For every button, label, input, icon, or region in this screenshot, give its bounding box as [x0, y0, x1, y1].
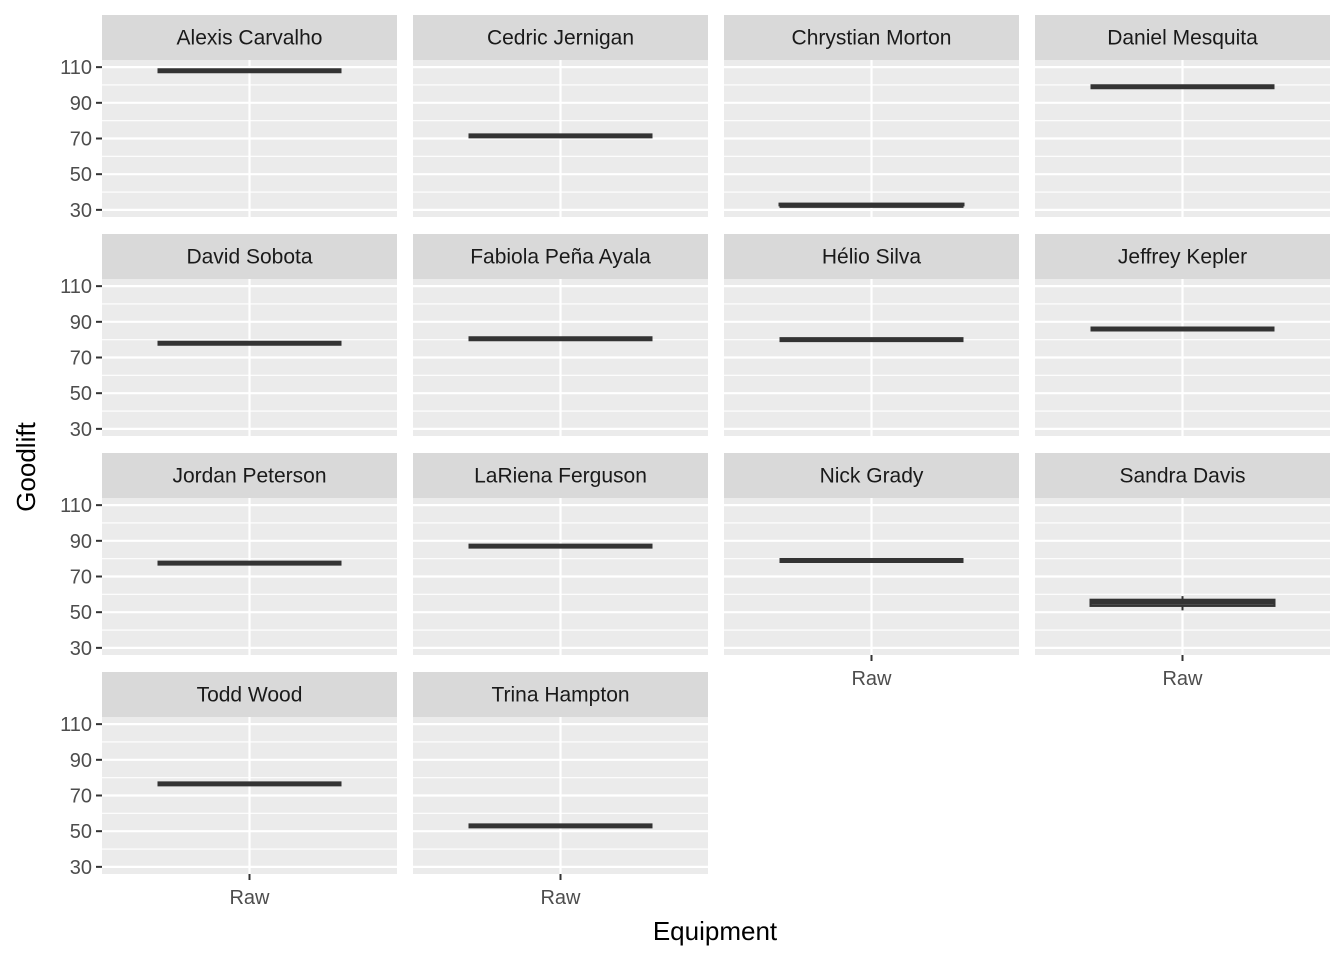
y-tick-label: 90 [70, 531, 92, 553]
facet-panel: Nick Grady Raw [724, 453, 1019, 690]
facet-strip-label: Sandra Davis [1119, 465, 1245, 488]
facet-strip-label: Jeffrey Kepler [1118, 246, 1247, 269]
x-tick-label: Raw [1162, 668, 1203, 690]
y-tick-label: 70 [70, 786, 92, 808]
facet-strip [102, 453, 397, 498]
facet-strip [102, 672, 397, 717]
x-axis-title: Equipment [653, 916, 778, 946]
y-tick-label: 30 [70, 857, 92, 879]
facet-strip [1035, 234, 1330, 279]
y-tick-label: 70 [70, 348, 92, 370]
facet-panel: Daniel Mesquita [1035, 15, 1330, 217]
facet-strip [724, 234, 1019, 279]
y-tick-label: 50 [70, 164, 92, 186]
facet-strip [1035, 15, 1330, 60]
facet-panel: David Sobota 30 50 70 90 110 [60, 234, 397, 441]
y-tick-label: 90 [70, 93, 92, 115]
facet-panel: Trina Hampton Raw [413, 672, 708, 909]
facet-strip [413, 672, 708, 717]
facet-strip-label: Todd Wood [197, 684, 303, 707]
facet-panel: Sandra Davis Raw [1035, 453, 1330, 690]
y-tick-label: 110 [60, 495, 92, 517]
y-tick-label: 90 [70, 312, 92, 334]
y-tick-label: 110 [60, 714, 92, 736]
facet-panel: Hélio Silva [724, 234, 1019, 436]
facet-panel: Jeffrey Kepler [1035, 234, 1330, 436]
y-tick-label: 50 [70, 602, 92, 624]
x-tick-label: Raw [851, 668, 892, 690]
facet-strip [724, 15, 1019, 60]
facet-panel: Todd Wood 30 50 70 90 110 Raw [60, 672, 397, 909]
y-tick-label: 70 [70, 129, 92, 151]
facet-strip-label: LaRiena Ferguson [474, 465, 647, 488]
facet-panel: Cedric Jernigan [413, 15, 708, 217]
y-tick-label: 50 [70, 821, 92, 843]
facet-strip-label: Daniel Mesquita [1107, 27, 1258, 50]
y-tick-label: 110 [60, 57, 92, 79]
y-tick-label: 30 [70, 419, 92, 441]
y-tick-label: 70 [70, 567, 92, 589]
facet-strip [413, 15, 708, 60]
y-tick-label: 30 [70, 638, 92, 660]
facet-strip-label: Nick Grady [820, 465, 924, 488]
facet-strip-label: Hélio Silva [822, 246, 922, 269]
facet-strip-label: Jordan Peterson [172, 465, 326, 488]
y-tick-label: 30 [70, 200, 92, 222]
facet-panel: Chrystian Morton [724, 15, 1019, 217]
facet-strip [413, 234, 708, 279]
facet-strip [724, 453, 1019, 498]
x-tick-label: Raw [540, 887, 581, 909]
y-tick-label: 110 [60, 276, 92, 298]
y-tick-label: 90 [70, 750, 92, 772]
facet-strip-label: Trina Hampton [491, 684, 629, 707]
y-tick-label: 50 [70, 383, 92, 405]
facet-panel: Alexis Carvalho 30 50 70 90 110 [60, 15, 397, 222]
facet-strip-label: Chrystian Morton [792, 27, 952, 50]
facet-panel: Jordan Peterson 30 50 70 90 110 [60, 453, 397, 660]
y-axis-title: Goodlift [11, 421, 41, 511]
facet-strip-label: Fabiola Peña Ayala [470, 246, 651, 269]
panels-layer: Alexis Carvalho 30 50 70 90 110 Cedric Jerniga… [60, 15, 1330, 909]
facet-strip-label: Cedric Jernigan [487, 27, 634, 50]
facet-panel: LaRiena Ferguson [413, 453, 708, 655]
facet-strip [1035, 453, 1330, 498]
facet-strip-label: Alexis Carvalho [177, 27, 323, 50]
x-tick-label: Raw [229, 887, 270, 909]
facet-panel: Fabiola Peña Ayala [413, 234, 708, 436]
facet-strip [413, 453, 708, 498]
facet-strip-label: David Sobota [186, 246, 312, 269]
facet-strip [102, 15, 397, 60]
facet-strip [102, 234, 397, 279]
